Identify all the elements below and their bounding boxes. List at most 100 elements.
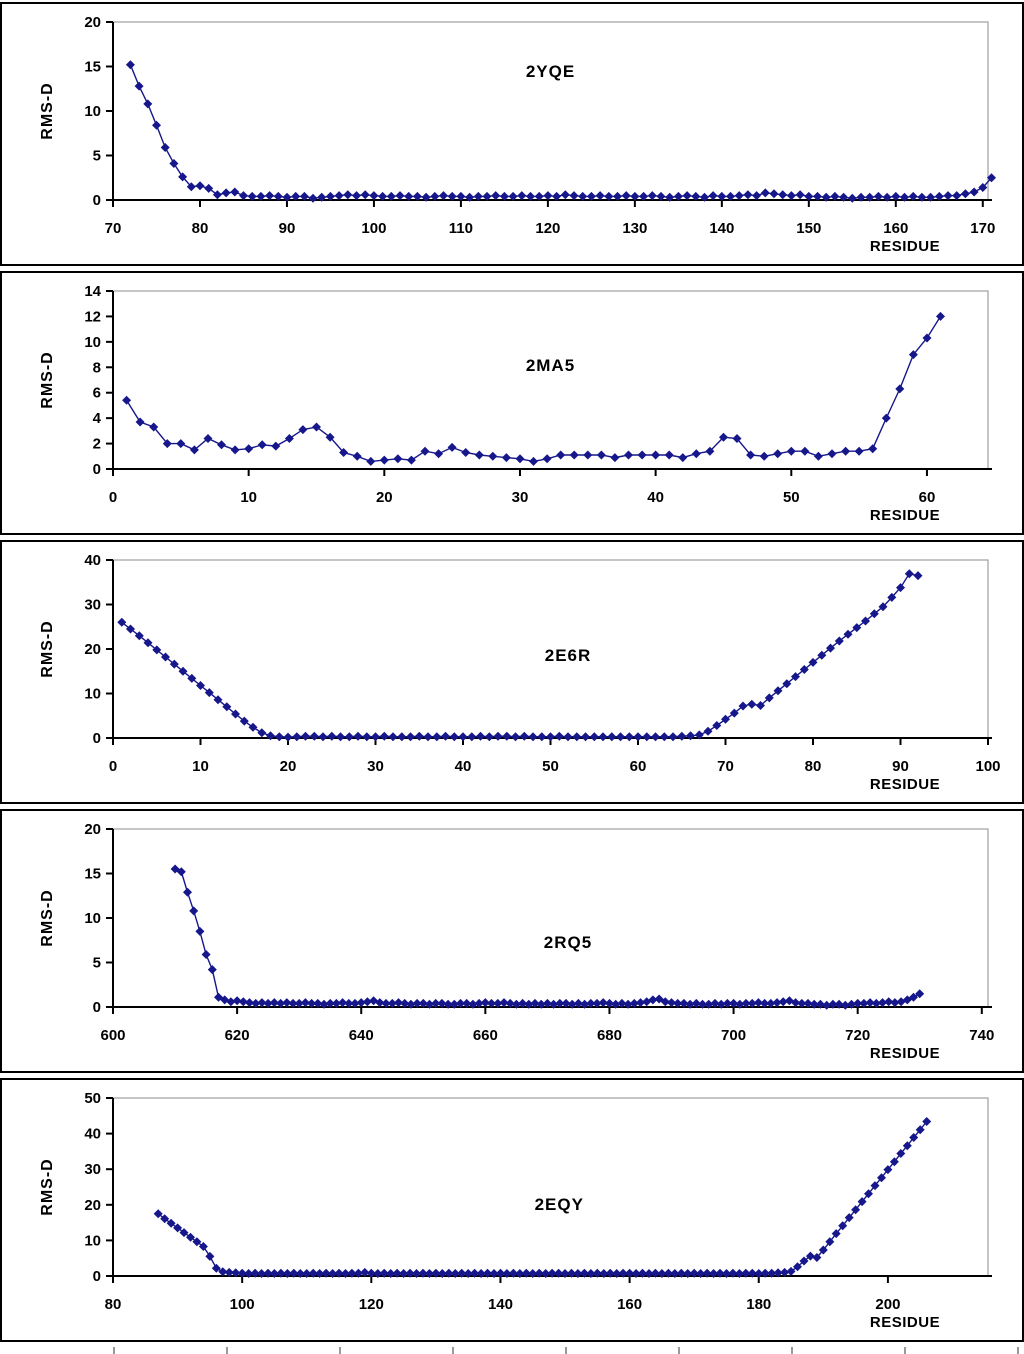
y-tick-label: 40 <box>84 1126 101 1143</box>
x-tick-label: 700 <box>721 1027 746 1044</box>
x-tick-label: 110 <box>449 220 473 237</box>
y-axis-title: RMS-D <box>39 351 56 409</box>
x-tick-label: 50 <box>542 758 559 775</box>
x-axis-title: RESIDUE <box>869 1045 941 1062</box>
y-tick-label: 8 <box>93 359 101 376</box>
series-markers <box>125 60 996 203</box>
x-tick-label: 40 <box>647 489 664 506</box>
x-tick-label: 80 <box>105 1296 122 1313</box>
x-tick-label: 140 <box>709 220 734 237</box>
x-tick-label: 660 <box>473 1027 498 1044</box>
x-tick-label: 150 <box>796 220 821 237</box>
cropped-next-figure-ticks <box>2 1347 1022 1354</box>
y-tick-label: 50 <box>84 1090 101 1107</box>
y-tick-label: 5 <box>93 955 101 972</box>
y-tick-label: 15 <box>84 866 101 883</box>
x-tick-label: 100 <box>975 758 1000 775</box>
x-axis-title: RESIDUE <box>869 776 941 793</box>
x-axis-title: RESIDUE <box>869 507 941 524</box>
y-tick-label: 6 <box>93 385 101 402</box>
chart-panel-2ma5: 0 2 4 6 8 10 12 14 0 10 20 30 40 50 60 RMS-D 2MA5 RESI… <box>0 271 1024 535</box>
chart-title-2rq5: 2RQ5 <box>543 932 593 952</box>
chart-title-2e6r: 2E6R <box>544 646 592 666</box>
y-tick-label: 0 <box>93 192 101 209</box>
x-tick-label: 40 <box>455 758 472 775</box>
plot-area-border <box>112 21 989 201</box>
y-tick-label: 0 <box>93 1268 101 1285</box>
y-axis-title: RMS-D <box>39 1158 56 1216</box>
y-tick-label: 30 <box>84 1161 101 1178</box>
y-tick-label: 0 <box>93 461 101 478</box>
chart-title-2ma5: 2MA5 <box>525 355 576 375</box>
x-tick-label: 20 <box>280 758 297 775</box>
x-tick-label: 640 <box>349 1027 374 1044</box>
chart-panel-2e6r: 0 10 20 30 40 0 10 20 30 40 50 60 70 80 90 100 RMS-D 2E… <box>0 540 1024 804</box>
x-tick-label: 720 <box>845 1027 870 1044</box>
x-tick-label: 30 <box>367 758 384 775</box>
chart-panel-2rq5: 0 5 10 15 20 600 620 640 660 680 700 720 740 RMS-D 2… <box>0 809 1024 1073</box>
x-tick-label: 70 <box>105 220 122 237</box>
plot-area-border <box>112 290 989 470</box>
y-tick-label: 20 <box>84 1197 101 1214</box>
x-tick-label: 50 <box>783 489 800 506</box>
x-tick-label: 120 <box>535 220 560 237</box>
x-tick-label: 680 <box>597 1027 622 1044</box>
y-tick-label: 15 <box>84 59 101 76</box>
y-tick-label: 0 <box>93 730 101 747</box>
x-tick-label: 70 <box>717 758 734 775</box>
y-tick-label: 12 <box>84 308 101 325</box>
chart-panel-2eqy: 0 10 20 30 40 50 80 100 120 140 160 180 200 RMS-D 2E… <box>0 1078 1024 1342</box>
series-line <box>129 64 993 199</box>
chart-panel-2yqe: 0 5 10 15 20 70 80 90 100 110 120 130 140 150 160 170 R… <box>0 2 1024 266</box>
x-tick-label: 80 <box>192 220 209 237</box>
series-markers <box>122 311 946 466</box>
chart-svg-2e6r: 0 10 20 30 40 0 10 20 30 40 50 60 70 80 90 100 <box>84 552 1000 775</box>
x-tick-label: 200 <box>875 1296 900 1313</box>
y-tick-label: 5 <box>93 148 101 165</box>
y-axis-title: RMS-D <box>39 82 56 140</box>
y-axis-title: RMS-D <box>39 620 56 678</box>
x-tick-label: 30 <box>512 489 529 506</box>
x-tick-label: 60 <box>919 489 936 506</box>
chart-svg-2rq5: 0 5 10 15 20 600 620 640 660 680 700 720 740 <box>84 821 994 1044</box>
chart-title-2eqy: 2EQY <box>534 1194 584 1214</box>
plot-area-border <box>112 828 989 1008</box>
x-tick-label: 0 <box>109 489 117 506</box>
chart-title-2yqe: 2YQE <box>525 61 576 81</box>
x-tick-label: 10 <box>240 489 257 506</box>
y-tick-label: 30 <box>84 597 101 614</box>
x-tick-label: 620 <box>225 1027 250 1044</box>
chart-svg-2eqy: 0 10 20 30 40 50 80 100 120 140 160 180 200 <box>84 1090 992 1313</box>
x-tick-label: 90 <box>892 758 909 775</box>
x-tick-label: 180 <box>746 1296 771 1313</box>
y-tick-label: 10 <box>84 686 101 703</box>
y-tick-label: 2 <box>93 436 101 453</box>
x-tick-label: 740 <box>969 1027 994 1044</box>
y-tick-label: 20 <box>84 641 101 658</box>
y-tick-label: 10 <box>84 1232 101 1249</box>
x-tick-label: 170 <box>970 220 995 237</box>
x-tick-label: 130 <box>622 220 647 237</box>
x-tick-label: 0 <box>109 758 117 775</box>
x-tick-label: 100 <box>230 1296 255 1313</box>
x-tick-label: 100 <box>361 220 386 237</box>
x-tick-label: 60 <box>630 758 647 775</box>
y-tick-label: 0 <box>93 999 101 1016</box>
chart-svg-2yqe: 0 5 10 15 20 70 80 90 100 110 120 130 140 150 160 170 <box>84 14 996 237</box>
x-tick-label: 120 <box>359 1296 384 1313</box>
y-tick-label: 14 <box>84 283 101 300</box>
y-tick-label: 40 <box>84 552 101 569</box>
x-tick-label: 90 <box>279 220 296 237</box>
y-tick-label: 10 <box>84 103 101 120</box>
chart-svg-2ma5: 0 2 4 6 8 10 12 14 0 10 20 30 40 50 60 <box>84 283 992 506</box>
series-line <box>121 573 919 738</box>
x-tick-label: 600 <box>100 1027 125 1044</box>
x-tick-label: 160 <box>883 220 908 237</box>
y-tick-label: 10 <box>84 334 101 351</box>
y-tick-label: 10 <box>84 910 101 927</box>
series-line <box>126 316 942 463</box>
x-axis-title: RESIDUE <box>869 1314 941 1331</box>
x-tick-label: 80 <box>805 758 822 775</box>
y-axis-title: RMS-D <box>39 889 56 947</box>
